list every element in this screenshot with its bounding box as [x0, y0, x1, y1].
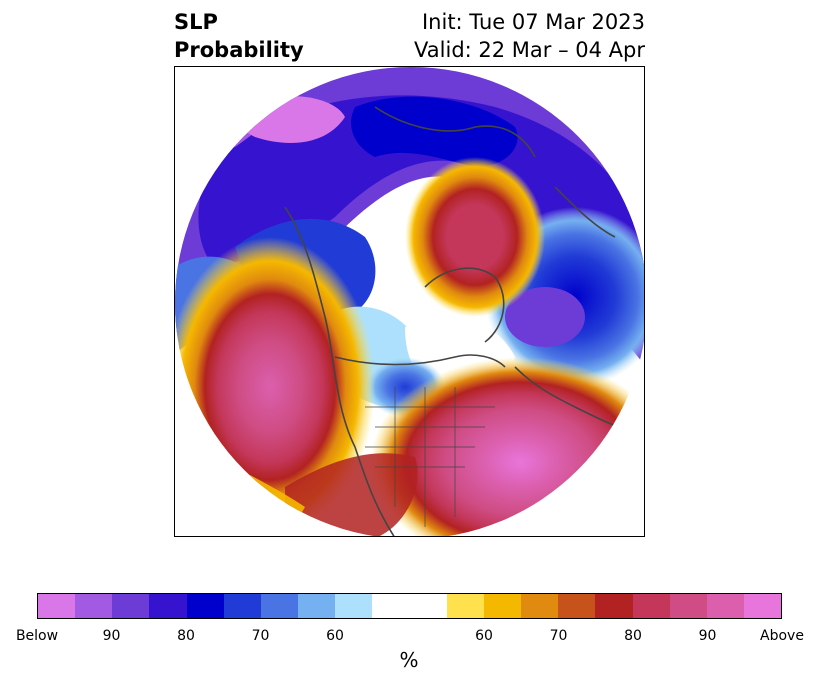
- colorbar-segment: [38, 594, 76, 618]
- colorbar-segment: [75, 594, 113, 618]
- probability-field: [175, 67, 644, 536]
- colorbar-tick-label: 90: [698, 628, 717, 644]
- colorbar-segment: [706, 594, 744, 618]
- colorbar-segment: [260, 594, 299, 618]
- colorbar-tick-label: Above: [760, 628, 804, 644]
- colorbar-segment: [186, 594, 224, 618]
- colorbar-tick-label: 70: [251, 628, 270, 644]
- colorbar-segment: [223, 594, 261, 618]
- valid-range: Valid: 22 Mar – 04 Apr: [414, 38, 645, 62]
- colorbar-tick-label: 70: [549, 628, 568, 644]
- colorbar-segment: [632, 594, 670, 618]
- map-title-left: SLP Probability: [174, 8, 304, 64]
- colorbar-segment: [558, 594, 596, 618]
- colorbar-unit-label: %: [399, 648, 419, 672]
- colorbar-tick-label: 60: [326, 628, 344, 644]
- polar-map: [174, 66, 645, 537]
- colorbar-segment: [446, 594, 484, 618]
- colorbar-segment: [595, 594, 633, 618]
- colorbar-segment: [335, 594, 373, 618]
- colorbar-tick-label: 80: [177, 628, 195, 644]
- colorbar-segment: [521, 594, 559, 618]
- colorbar: [37, 593, 782, 619]
- colorbar-segment: [483, 594, 522, 618]
- colorbar-segment: [743, 594, 782, 618]
- colorbar-tick-label: 90: [102, 628, 121, 644]
- colorbar-tick-label: 60: [475, 628, 493, 644]
- title-product: Probability: [174, 38, 304, 62]
- colorbar-segment: [669, 594, 707, 618]
- colorbar-segment: [372, 594, 410, 618]
- colorbar-segment: [112, 594, 150, 618]
- init-date: Init: Tue 07 Mar 2023: [421, 10, 645, 34]
- map-title-right: Init: Tue 07 Mar 2023 Valid: 22 Mar – 04…: [414, 8, 645, 64]
- colorbar-segment: [409, 594, 447, 618]
- colorbar-segment: [298, 594, 336, 618]
- title-variable: SLP: [174, 10, 218, 34]
- colorbar-tick-label: Below: [15, 628, 59, 644]
- colorbar-segment: [149, 594, 187, 618]
- colorbar-tick-label: 80: [624, 628, 642, 644]
